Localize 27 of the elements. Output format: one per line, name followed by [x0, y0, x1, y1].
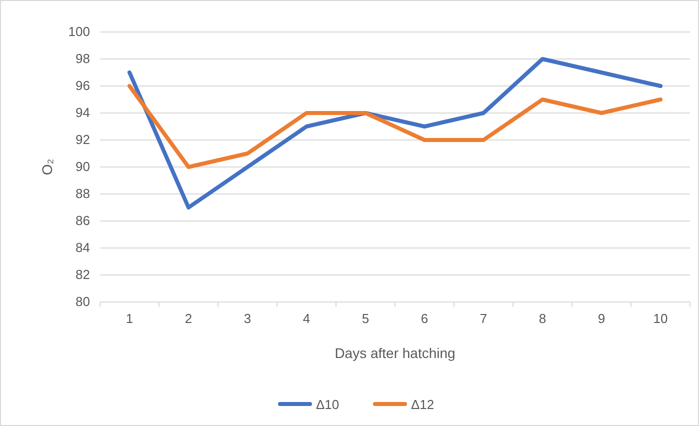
y-tick-label: 92: [76, 132, 90, 148]
y-tick-label: 98: [76, 51, 90, 66]
x-tick-label: 8: [538, 311, 546, 326]
y-tick-label: 94: [76, 105, 90, 120]
y-tick-label: 100: [68, 24, 90, 40]
y-tick-label: 80: [76, 294, 90, 310]
legend-label: Δ10: [316, 397, 340, 412]
x-tick-label: 1: [126, 311, 134, 326]
y-tick-label: 88: [76, 186, 90, 202]
y-axis-title: O₂: [39, 158, 55, 176]
x-axis-title: Days after hatching: [334, 345, 456, 361]
x-tick-label: 4: [302, 311, 310, 326]
line-series: [128, 84, 662, 169]
y-tick-label: 90: [76, 159, 90, 174]
y-tick-label: 96: [76, 78, 90, 94]
x-tick-label: 7: [480, 311, 488, 326]
x-tick-label: 6: [420, 311, 428, 326]
x-tick-label: 5: [362, 311, 370, 326]
line-series: [128, 57, 662, 210]
legend-label: Δ12: [411, 397, 434, 412]
x-tick-label: 10: [653, 311, 668, 326]
x-tick-label: 9: [598, 311, 606, 326]
x-tick-label: 2: [184, 311, 192, 326]
y-tick-label: 82: [76, 267, 90, 282]
y-tick-label: 86: [76, 213, 90, 228]
x-tick-label: 3: [244, 311, 252, 326]
y-tick-label: 84: [76, 240, 90, 256]
